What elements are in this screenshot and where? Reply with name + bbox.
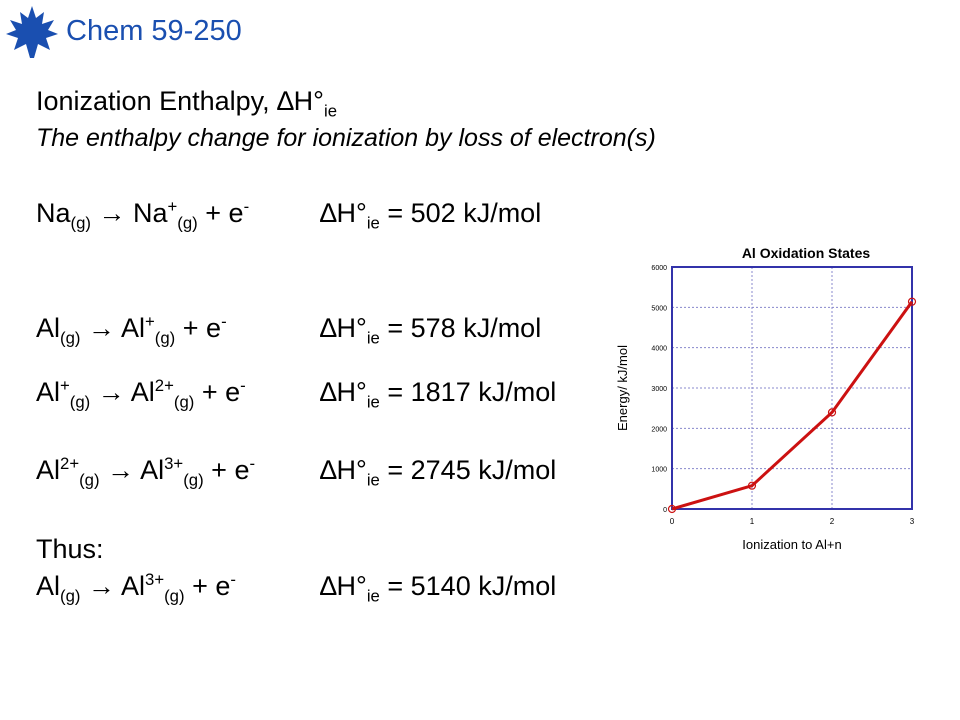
equation-enthalpy: ∆H°ie = 502 kJ/mol xyxy=(320,198,542,233)
delta-h-symbol: ∆H° xyxy=(320,377,367,407)
y-tick-label: 3000 xyxy=(651,386,667,393)
equation-enthalpy: ∆H°ie = 5140 kJ/mol xyxy=(320,571,557,606)
reactant: Al xyxy=(36,571,61,601)
product-state: (g) xyxy=(164,586,185,606)
reactant-state: (g) xyxy=(69,392,91,412)
reactant: Na xyxy=(36,198,71,228)
title-subscript: ie xyxy=(323,101,338,121)
product-state: (g) xyxy=(177,213,198,233)
electron: e xyxy=(206,313,222,343)
enthalpy-value: = 2745 kJ/mol xyxy=(387,455,557,485)
arrow-icon: → xyxy=(98,198,126,228)
equation-enthalpy: ∆H°ie = 1817 kJ/mol xyxy=(320,377,557,412)
course-title: Chem 59-250 xyxy=(66,15,242,47)
thus-label: Thus: xyxy=(36,534,104,564)
delta-h-subscript: ie xyxy=(366,392,380,412)
delta-h-symbol: ∆H° xyxy=(320,313,367,343)
arrow-icon: → xyxy=(97,377,125,407)
slide-subtitle: The enthalpy change for ionization by lo… xyxy=(36,124,656,152)
reactant-charge: + xyxy=(60,376,70,395)
title-symbol: ∆H° xyxy=(277,86,324,116)
equation-reaction: Al(g) → Al3+(g) + e- xyxy=(36,570,236,606)
product-charge: + xyxy=(145,312,155,331)
y-tick-label: 0 xyxy=(663,507,667,514)
arrow-icon: → xyxy=(107,455,135,485)
series-line xyxy=(671,300,914,511)
delta-h-symbol: ∆H° xyxy=(320,455,367,485)
delta-h-symbol: ∆H° xyxy=(320,571,367,601)
electron-charge: - xyxy=(249,454,256,473)
product-charge: 2+ xyxy=(154,376,174,395)
electron-charge: - xyxy=(243,197,250,216)
oxidation-states-chart: 0 1 2 3 0 1000 2000 3000 4000 5000 6000 Al Oxidatio… xyxy=(600,200,956,560)
enthalpy-value: = 502 kJ/mol xyxy=(387,198,542,228)
electron-charge: - xyxy=(221,312,227,331)
equation-enthalpy: ∆H°ie = 578 kJ/mol xyxy=(320,313,542,348)
product-state: (g) xyxy=(173,392,195,412)
y-axis-label: Energy/ kJ/mol xyxy=(615,345,630,431)
data-point xyxy=(907,297,917,306)
x-tick-label: 1 xyxy=(750,517,755,526)
product: Na xyxy=(133,198,168,228)
title-text: Ionization Enthalpy, xyxy=(36,86,278,116)
reactant: Al xyxy=(36,455,61,485)
equation-reaction: Al+(g) → Al2+(g) + e- xyxy=(36,376,246,412)
x-tick-label: 3 xyxy=(910,517,915,526)
reactant: Al xyxy=(36,313,61,343)
enthalpy-value: = 5140 kJ/mol xyxy=(387,571,557,601)
electron: e xyxy=(215,571,231,601)
chart-svg: 0 1 2 3 0 1000 2000 3000 4000 5000 6000 Al Oxidatio… xyxy=(615,245,917,552)
product-charge: + xyxy=(167,197,178,216)
y-tick-label: 4000 xyxy=(651,346,667,353)
product-charge: 3+ xyxy=(164,454,184,473)
reactant-state: (g) xyxy=(70,213,91,233)
reactant-state: (g) xyxy=(60,586,81,606)
chart-title: Al Oxidation States xyxy=(742,245,871,261)
delta-h-subscript: ie xyxy=(366,470,380,490)
product-state: (g) xyxy=(183,470,204,490)
product: Al xyxy=(121,571,146,601)
delta-h-subscript: ie xyxy=(366,328,380,348)
maple-leaf-icon xyxy=(6,6,58,58)
reactant: Al xyxy=(36,377,61,407)
equation-reaction: Na(g) → Na+(g) + e- xyxy=(36,197,250,233)
reactant-state: (g) xyxy=(79,470,100,490)
data-point xyxy=(667,504,677,514)
arrow-icon: → xyxy=(87,313,115,343)
product-charge: 3+ xyxy=(145,570,165,589)
electron-charge: - xyxy=(230,570,236,589)
product: Al xyxy=(140,455,165,485)
y-tick-label: 5000 xyxy=(651,305,667,312)
equation-enthalpy: ∆H°ie = 2745 kJ/mol xyxy=(320,455,557,490)
delta-h-subscript: ie xyxy=(366,213,380,233)
data-point xyxy=(747,481,757,490)
slide-title: Ionization Enthalpy, ∆H°ie xyxy=(36,86,338,121)
electron: e xyxy=(225,377,241,407)
equation-reaction: Al2+(g) → Al3+(g) + e- xyxy=(36,454,256,490)
x-tick-label: 0 xyxy=(670,517,675,526)
enthalpy-value: = 578 kJ/mol xyxy=(387,313,542,343)
enthalpy-value: = 1817 kJ/mol xyxy=(387,377,557,407)
delta-h-subscript: ie xyxy=(366,586,380,606)
y-tick-label: 6000 xyxy=(651,265,667,272)
electron: e xyxy=(234,455,250,485)
x-tick-label: 2 xyxy=(830,517,835,526)
electron: e xyxy=(228,198,244,228)
equation-reaction: Al(g) → Al+(g) + e- xyxy=(36,312,227,348)
x-axis-label: Ionization to Al+n xyxy=(742,537,841,552)
reactant-charge: 2+ xyxy=(60,454,80,473)
arrow-icon: → xyxy=(87,571,115,601)
plot-frame xyxy=(671,266,913,510)
delta-h-symbol: ∆H° xyxy=(320,198,367,228)
reactant-state: (g) xyxy=(60,328,81,348)
electron-charge: - xyxy=(240,376,246,395)
y-tick-label: 2000 xyxy=(651,426,667,433)
data-point xyxy=(827,408,837,417)
product-state: (g) xyxy=(154,328,176,348)
product: Al xyxy=(130,377,155,407)
product: Al xyxy=(121,313,146,343)
y-tick-label: 1000 xyxy=(651,467,667,474)
